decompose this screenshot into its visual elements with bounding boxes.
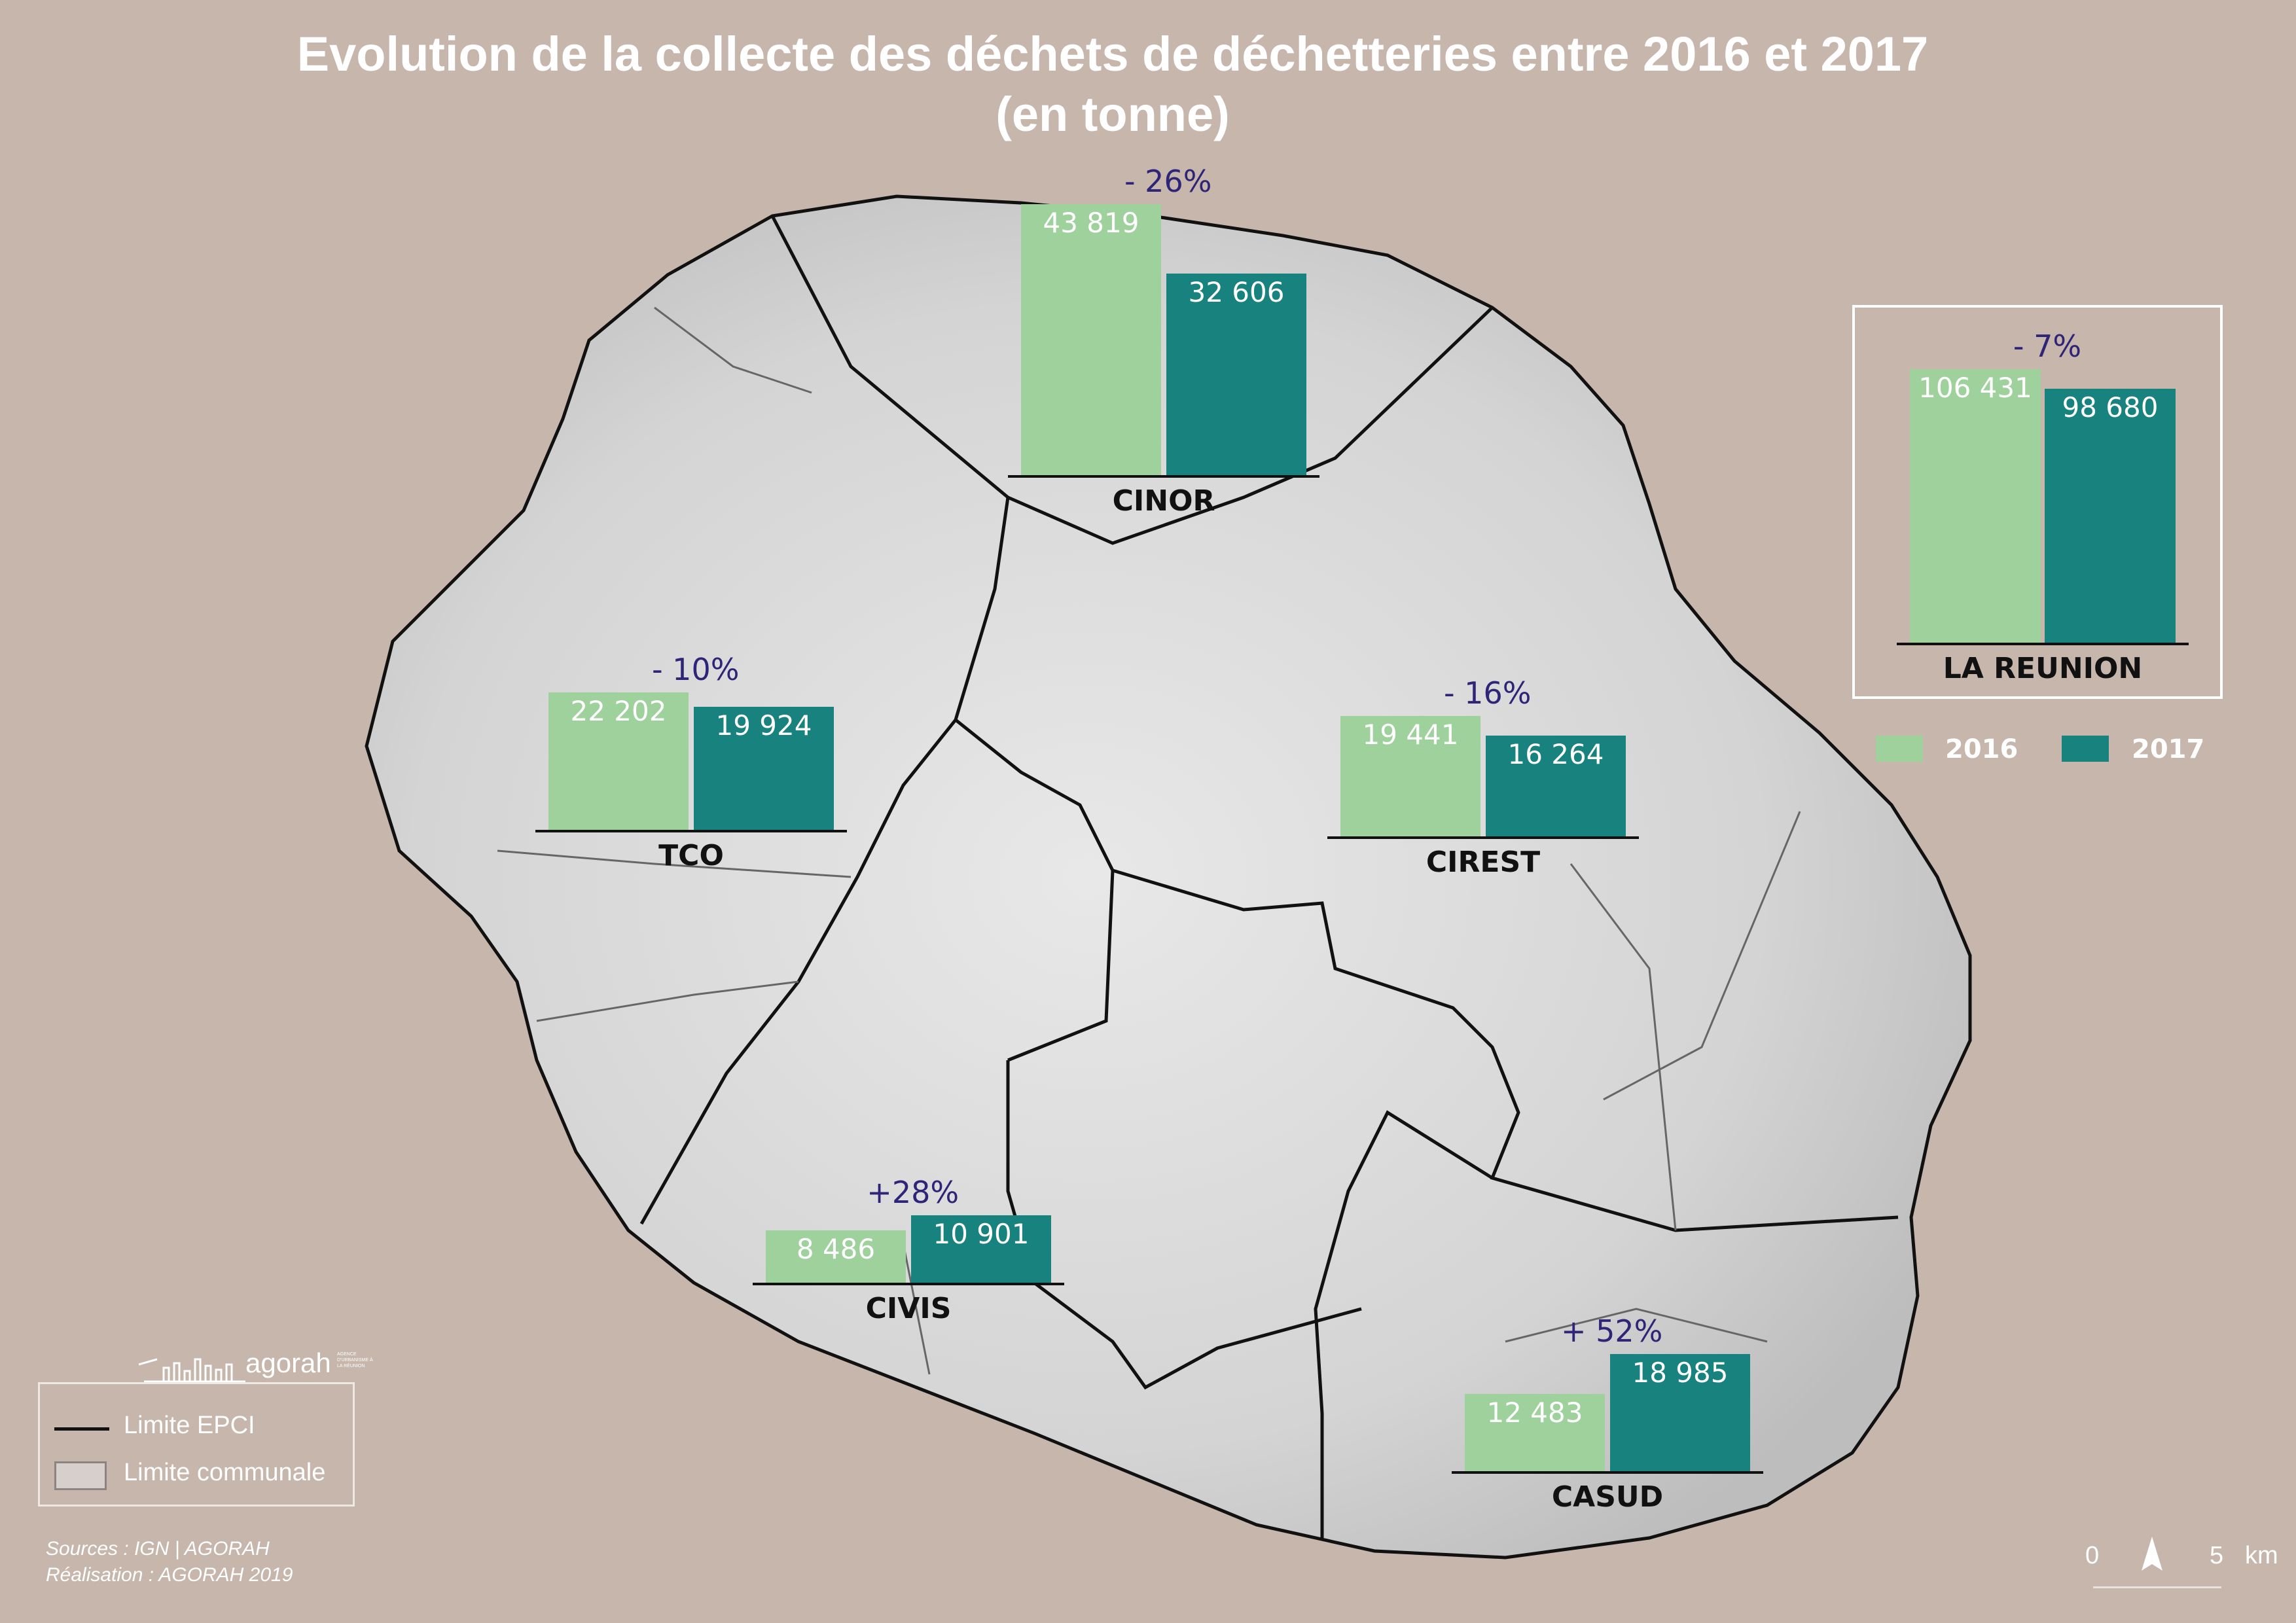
change-casud: + 52% — [1560, 1313, 1663, 1349]
bar-cinor-2016 — [1021, 204, 1161, 475]
label-cinor: CINOR — [1112, 484, 1215, 518]
legend-epci: Limite EPCI — [124, 1412, 255, 1439]
value-cinor-2016: 43 819 — [1043, 206, 1139, 239]
value-civis-2016: 8 486 — [796, 1232, 876, 1265]
map-title-line-2: (en tonne) — [996, 87, 1230, 141]
skyline-icon — [138, 1358, 245, 1383]
realisation-credit: Réalisation : AGORAH 2019 — [46, 1564, 293, 1586]
change-cinor: - 26% — [1124, 163, 1212, 199]
bar-casud-2016 — [1465, 1394, 1605, 1471]
baseline-cinor — [1008, 475, 1319, 478]
map-legend: Limite EPCI Limite communale — [38, 1382, 355, 1507]
bar-cirest-2016 — [1340, 716, 1480, 836]
baseline-cirest — [1327, 836, 1639, 839]
label-tco: TCO — [658, 839, 724, 872]
legend-communale: Limite communale — [124, 1459, 326, 1486]
value-reunion-2016: 106 431 — [1918, 371, 2032, 404]
legend-label-2016: 2016 — [1945, 734, 2018, 764]
value-casud-2016: 12 483 — [1486, 1397, 1583, 1429]
value-reunion-2017: 98 680 — [2062, 391, 2159, 424]
scale-five: 5 — [2210, 1542, 2224, 1569]
bar-civis-2016 — [766, 1230, 906, 1283]
label-civis: CIVIS — [865, 1292, 952, 1325]
map-title-line-1: Evolution de la collecte des déchets de … — [296, 27, 1929, 81]
bar-reunion-2016 — [1910, 368, 2041, 643]
baseline-casud — [1452, 1471, 1763, 1474]
bar-civis-2017 — [911, 1215, 1051, 1283]
label-la-reunion: LA REUNION — [1943, 652, 2143, 685]
scale-line — [2093, 1586, 2221, 1588]
bar-cirest-2017 — [1486, 736, 1626, 836]
label-cirest: CIREST — [1426, 846, 1541, 879]
la-reunion-frame — [1852, 305, 2223, 699]
sources-credit: Sources : IGN | AGORAH — [46, 1538, 270, 1560]
legend-swatch-2016 — [1876, 736, 1923, 762]
scale-zero: 0 — [2085, 1542, 2100, 1569]
epci-line-symbol — [54, 1427, 109, 1431]
epci-boundaries — [639, 215, 1899, 1538]
baseline-civis — [753, 1283, 1064, 1285]
logo-subtext: AGENCE D'URBANISME À LA RÉUNION — [337, 1352, 373, 1368]
value-cirest-2017: 16 264 — [1507, 738, 1604, 771]
bar-cinor-2017 — [1166, 273, 1306, 475]
bar-reunion-2017 — [2045, 389, 2176, 643]
bar-tco-2017 — [694, 706, 834, 830]
value-casud-2017: 18 985 — [1632, 1356, 1729, 1389]
value-cirest-2016: 19 441 — [1362, 719, 1459, 751]
bar-casud-2017 — [1610, 1353, 1750, 1471]
communal-boundaries — [497, 306, 1801, 1375]
baseline-reunion — [1897, 643, 2189, 645]
agorah-logo: agorah AGENCE D'URBANISME À LA RÉUNION — [137, 1345, 373, 1384]
north-arrow-icon — [2142, 1537, 2162, 1571]
value-tco-2017: 19 924 — [715, 709, 812, 741]
change-tco: - 10% — [651, 652, 740, 688]
scale-unit: km — [2245, 1542, 2278, 1569]
legend-label-2017: 2017 — [2132, 734, 2205, 764]
logo-text: agorah — [245, 1347, 331, 1378]
change-civis: +28% — [867, 1174, 960, 1210]
baseline-tco — [535, 830, 847, 832]
label-casud: CASUD — [1551, 1480, 1664, 1514]
value-cinor-2017: 32 606 — [1188, 276, 1285, 308]
communal-swatch — [54, 1461, 107, 1490]
legend-swatch-2017 — [2062, 736, 2109, 762]
change-cirest: - 16% — [1443, 675, 1532, 711]
island-outline — [365, 194, 1972, 1560]
value-civis-2017: 10 901 — [933, 1217, 1030, 1250]
change-reunion: - 7% — [2013, 328, 2082, 364]
bar-tco-2016 — [548, 692, 689, 830]
value-tco-2016: 22 202 — [570, 695, 667, 728]
